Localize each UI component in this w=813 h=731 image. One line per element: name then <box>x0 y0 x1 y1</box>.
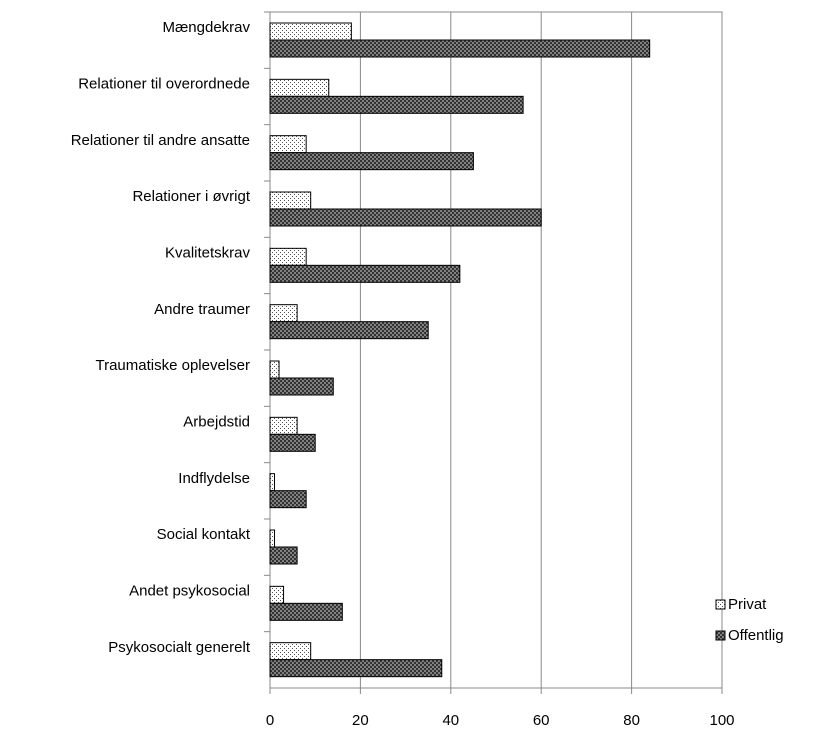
y-tick-label: Kvalitetskrav <box>165 244 251 261</box>
bar <box>269 529 276 548</box>
legend-swatch <box>715 599 726 610</box>
bar <box>269 473 276 492</box>
x-tick-label: 60 <box>533 712 550 729</box>
bar <box>269 659 443 678</box>
y-tick-label: Andre traumer <box>154 301 250 318</box>
bar <box>269 433 316 452</box>
bar <box>269 490 307 509</box>
bar <box>269 642 312 661</box>
bar <box>269 208 542 227</box>
x-tick-label: 20 <box>352 712 369 729</box>
bar <box>269 377 334 396</box>
x-tick-label: 80 <box>623 712 640 729</box>
x-tick-label: 0 <box>266 712 274 729</box>
y-tick-label: Relationer til overordnede <box>78 75 250 92</box>
legend-label: Offentlig <box>728 627 784 644</box>
x-tick-label: 100 <box>709 712 734 729</box>
bar <box>269 585 285 604</box>
bar <box>269 602 343 621</box>
y-tick-label: Traumatiske oplevelser <box>95 357 250 374</box>
bar <box>269 152 474 171</box>
bar <box>269 78 330 97</box>
y-tick-label: Relationer til andre ansatte <box>71 132 250 149</box>
y-tick-label: Psykosocialt generelt <box>108 639 251 656</box>
x-tick-label: 40 <box>442 712 459 729</box>
bar <box>269 39 651 58</box>
bar <box>269 546 298 565</box>
bar <box>269 22 352 41</box>
bar <box>269 135 307 154</box>
y-tick-label: Indflydelse <box>178 470 250 487</box>
bar <box>269 191 312 210</box>
bar <box>269 247 307 266</box>
y-tick-label: Social kontakt <box>157 526 251 543</box>
y-tick-label: Relationer i øvrigt <box>132 188 250 205</box>
bar <box>269 416 298 435</box>
bar <box>269 264 461 283</box>
y-tick-label: Andet psykosocial <box>129 582 250 599</box>
bar <box>269 321 429 340</box>
legend-label: Privat <box>728 596 767 613</box>
y-tick-label: Arbejdstid <box>183 413 250 430</box>
y-tick-label: Mængdekrav <box>162 19 250 36</box>
bar <box>269 95 524 114</box>
bar <box>269 360 280 379</box>
bar <box>269 304 298 323</box>
legend-swatch <box>715 630 726 641</box>
